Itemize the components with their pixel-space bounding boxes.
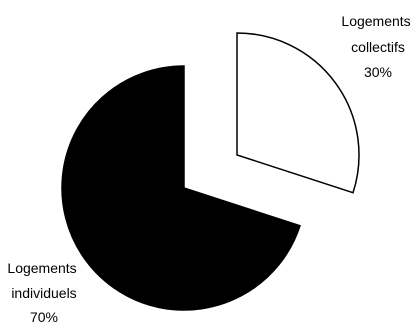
slice-label-individuels: Logements individuels bbox=[7, 260, 80, 301]
slice-value-individuels: 70% bbox=[30, 309, 58, 325]
pie-slice-logements-individuels bbox=[61, 65, 301, 311]
slice-label-collectifs: Logements collectifs bbox=[341, 13, 414, 55]
slice-value-collectifs: 30% bbox=[364, 64, 392, 80]
pie-slice-logements-collectifs bbox=[236, 32, 360, 194]
